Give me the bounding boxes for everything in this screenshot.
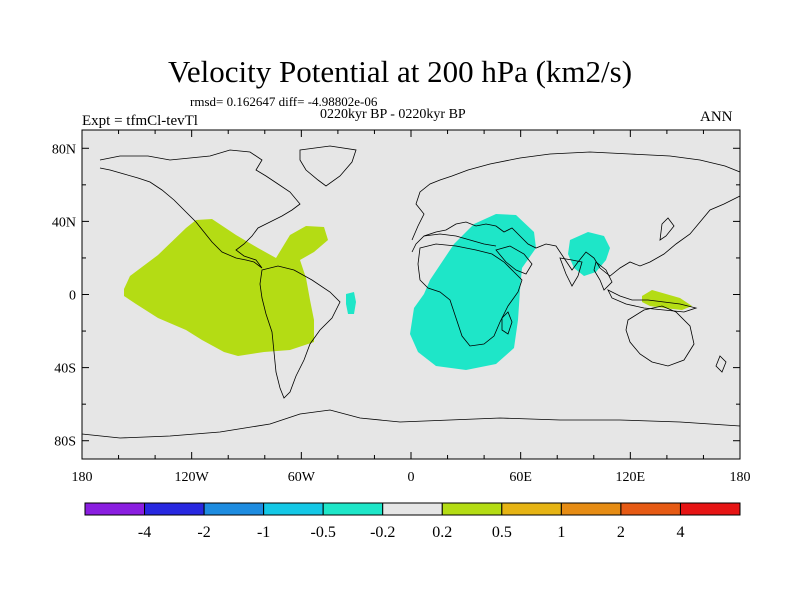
latitude-labels: 80N 40N 0 40S 80S (52, 142, 76, 449)
indonesia-coast (607, 289, 698, 313)
anomaly-layer (124, 214, 692, 370)
season-label: ANN (700, 109, 733, 125)
colorbar-swatch (144, 502, 205, 516)
lat-label: 80N (52, 142, 76, 157)
colorbar-label: 0.5 (492, 524, 512, 541)
lon-label: 0 (408, 470, 415, 485)
stats-label: rmsd= 0.162647 diff= -4.98802e-06 (190, 94, 378, 109)
north-america-coast (99, 149, 301, 269)
lon-label: 60E (509, 470, 532, 485)
eastern-pacific-positive (124, 219, 328, 356)
lon-label: 180 (730, 470, 751, 485)
colorbar-label: -2 (197, 524, 210, 541)
colorbar-swatch (441, 502, 503, 516)
africa-coast (417, 243, 523, 347)
colorbar-swatch (620, 502, 681, 516)
colorbar-label: -0.2 (370, 524, 395, 541)
axis-ticks (81, 130, 741, 459)
lat-label: 40N (52, 215, 76, 230)
colorbar-swatch (501, 502, 562, 516)
figure-title: Velocity Potential at 200 hPa (km2/s) (167, 54, 633, 89)
colorbar-swatch (263, 502, 324, 516)
colorbar-label: -4 (138, 524, 151, 541)
eurasia-coast (411, 151, 741, 277)
mediterranean-coast (423, 233, 497, 247)
lon-label: 120E (616, 470, 646, 485)
colorbar-swatch (560, 502, 622, 516)
longitude-labels: 180 120W 60W 0 60E 120E 180 (72, 470, 751, 485)
maritime-continent-positive (642, 290, 692, 310)
africa-indian-ocean-negative (410, 214, 536, 370)
lon-label: 120W (175, 470, 210, 485)
colorbar-swatch (322, 502, 384, 516)
colorbar-label: 4 (676, 524, 684, 541)
japan-coast (659, 217, 675, 241)
lat-label: 0 (69, 289, 76, 304)
arabia-coast (495, 245, 533, 275)
colorbar-label: -0.5 (311, 524, 336, 541)
lat-label: 80S (54, 435, 76, 450)
subtitle-label: 0220kyr BP - 0220kyr BP (320, 107, 466, 122)
southeast-asia-coast (593, 261, 613, 291)
lat-label: 40S (54, 362, 76, 377)
lon-label: 180 (72, 470, 93, 485)
india-coast (559, 257, 583, 287)
colorbar-swatch (382, 502, 443, 516)
south-america-coast (259, 265, 341, 399)
colorbar-swatch (679, 502, 741, 516)
colorbar: -4 -2 -1 -0.5 -0.2 0.2 0.5 1 2 4 (84, 502, 741, 541)
antarctica-coast (81, 409, 741, 439)
colorbar-swatch (84, 502, 146, 516)
colorbar-label: -1 (257, 524, 270, 541)
colorbar-swatch (203, 502, 265, 516)
colorbar-label: 2 (617, 524, 625, 541)
australia-coast (625, 305, 695, 367)
madagascar-coast (501, 311, 513, 335)
greenland-coast (299, 145, 357, 187)
new-zealand-coast (715, 355, 727, 373)
experiment-label: Expt = tfmCl-tevTl (82, 113, 198, 129)
lon-label: 60W (288, 470, 316, 485)
colorbar-label: 0.2 (432, 524, 452, 541)
mid-atlantic-negative (346, 292, 356, 314)
coastlines (81, 145, 741, 439)
colorbar-label: 1 (557, 524, 565, 541)
